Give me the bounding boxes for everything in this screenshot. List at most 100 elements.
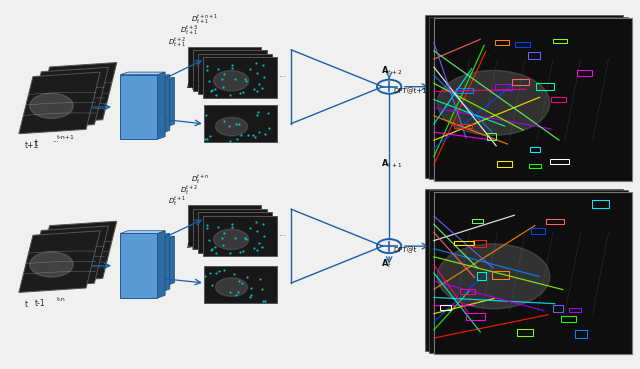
Point xyxy=(241,245,251,251)
Text: t-n+1: t-n+1 xyxy=(57,135,75,140)
Point xyxy=(250,246,260,252)
FancyBboxPatch shape xyxy=(198,54,272,94)
Point xyxy=(227,235,237,241)
Point xyxy=(202,136,212,142)
Point xyxy=(237,280,248,286)
Point xyxy=(206,88,216,94)
Point xyxy=(236,228,246,234)
Point xyxy=(238,248,248,254)
Point xyxy=(219,118,229,124)
FancyBboxPatch shape xyxy=(429,17,628,179)
Point xyxy=(207,87,217,93)
Polygon shape xyxy=(157,236,175,289)
Point xyxy=(252,88,262,94)
Text: DPT@t+1: DPT@t+1 xyxy=(393,88,427,94)
Point xyxy=(252,246,262,252)
Point xyxy=(216,217,226,223)
Polygon shape xyxy=(19,72,100,134)
Circle shape xyxy=(198,218,234,239)
Point xyxy=(236,132,246,138)
Point xyxy=(211,92,221,98)
Point xyxy=(240,76,250,82)
Point xyxy=(225,251,235,256)
Point xyxy=(238,89,248,95)
Polygon shape xyxy=(28,226,108,288)
Text: $\mathbf{A}_{t+2}$: $\mathbf{A}_{t+2}$ xyxy=(381,65,402,77)
Point xyxy=(233,71,243,77)
Point xyxy=(230,70,240,76)
Point xyxy=(234,121,244,127)
Point xyxy=(227,224,237,230)
Point xyxy=(257,85,268,91)
Point xyxy=(256,243,266,249)
FancyBboxPatch shape xyxy=(131,84,157,130)
Point xyxy=(233,240,243,246)
Point xyxy=(263,110,273,115)
Point xyxy=(257,286,267,292)
Point xyxy=(214,60,224,66)
Point xyxy=(219,65,229,71)
FancyBboxPatch shape xyxy=(204,216,277,256)
Point xyxy=(205,133,216,139)
Point xyxy=(218,230,228,236)
Point xyxy=(213,224,223,230)
Point xyxy=(249,238,259,244)
Point xyxy=(222,85,232,90)
Point xyxy=(193,60,204,66)
Point xyxy=(241,87,251,93)
Point xyxy=(241,236,251,242)
Point xyxy=(207,282,217,288)
Polygon shape xyxy=(19,231,100,292)
FancyBboxPatch shape xyxy=(131,242,157,289)
FancyBboxPatch shape xyxy=(204,105,277,142)
Text: $D_{t}^{t}$: $D_{t}^{t}$ xyxy=(186,240,196,253)
Polygon shape xyxy=(125,234,170,238)
Point xyxy=(244,213,255,218)
Point xyxy=(232,289,243,295)
Circle shape xyxy=(437,70,550,135)
Polygon shape xyxy=(120,231,165,234)
Point xyxy=(230,235,240,241)
Point xyxy=(214,218,224,224)
Point xyxy=(235,90,245,96)
Point xyxy=(236,80,246,86)
Point xyxy=(244,232,255,238)
Point xyxy=(227,221,237,227)
Point xyxy=(223,74,233,80)
Point xyxy=(218,242,228,248)
FancyBboxPatch shape xyxy=(204,57,277,98)
Point xyxy=(246,292,257,298)
Text: $D_{t}^{t+1}$: $D_{t}^{t+1}$ xyxy=(168,194,187,208)
Point xyxy=(254,240,264,246)
Polygon shape xyxy=(36,63,116,124)
Point xyxy=(242,241,252,247)
Point xyxy=(249,224,259,230)
Point xyxy=(219,224,229,230)
Point xyxy=(250,234,260,240)
Circle shape xyxy=(214,229,249,249)
Text: $D_{t+1}^{t+n+1}$: $D_{t+1}^{t+n+1}$ xyxy=(191,13,218,26)
Polygon shape xyxy=(125,75,170,79)
Circle shape xyxy=(209,226,244,246)
Point xyxy=(202,225,212,231)
Point xyxy=(220,63,230,69)
FancyBboxPatch shape xyxy=(188,205,262,246)
Circle shape xyxy=(209,67,244,87)
Point xyxy=(229,271,239,277)
Circle shape xyxy=(214,70,249,91)
Text: t: t xyxy=(24,300,28,309)
Point xyxy=(250,134,260,140)
Point xyxy=(227,77,237,83)
Point xyxy=(260,298,271,304)
Point xyxy=(225,138,236,144)
Circle shape xyxy=(46,242,90,268)
Circle shape xyxy=(216,278,248,296)
Point xyxy=(250,76,260,82)
Point xyxy=(211,270,221,276)
Point xyxy=(233,230,243,235)
Point xyxy=(249,86,259,92)
Point xyxy=(252,70,262,76)
Circle shape xyxy=(204,63,239,84)
Point xyxy=(203,236,213,242)
Point xyxy=(214,241,224,246)
